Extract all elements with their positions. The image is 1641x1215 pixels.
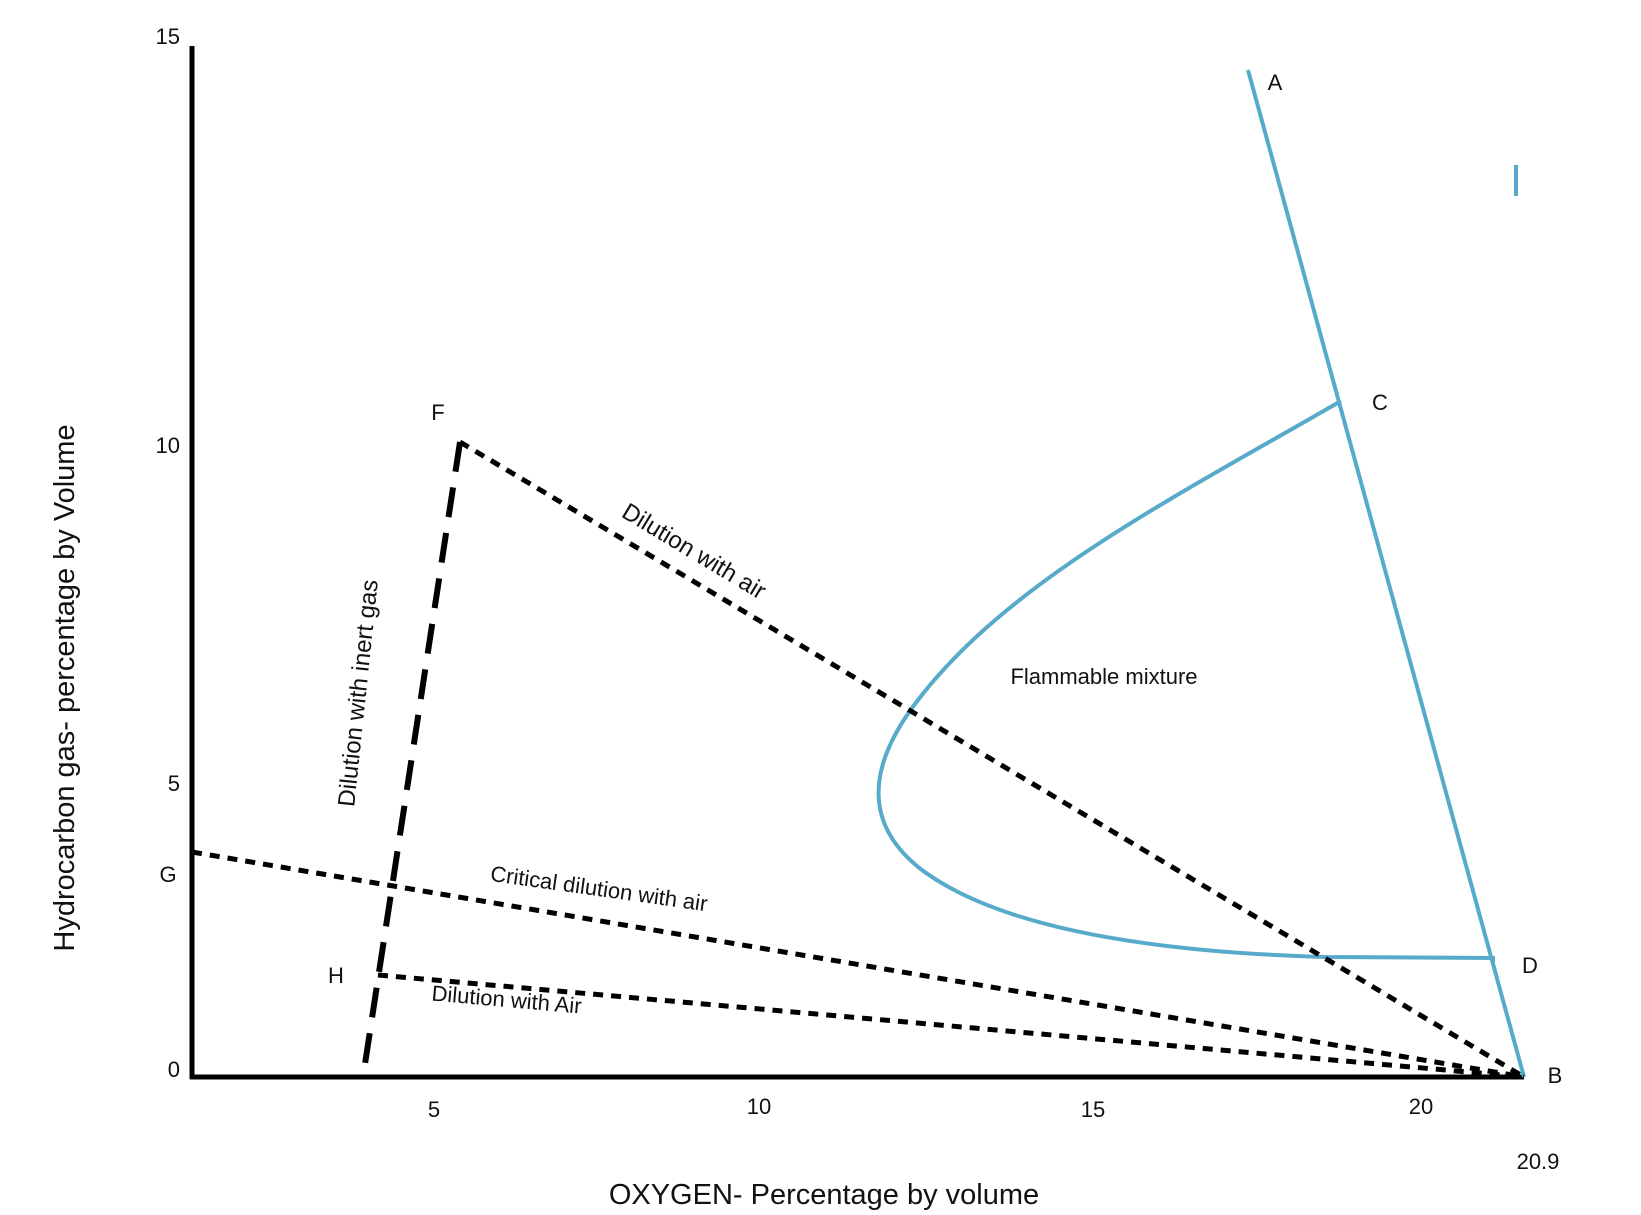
- point-label-h: H: [328, 963, 344, 988]
- point-label-d: D: [1522, 953, 1538, 978]
- flammable-mixture-label: Flammable mixture: [1010, 664, 1197, 689]
- y-axis-title: Hydrocarbon gas- percentage by Volume: [49, 424, 81, 951]
- point-label-f: F: [431, 400, 444, 425]
- line-inert-dilution: [360, 441, 463, 1078]
- point-label-g: G: [159, 862, 176, 887]
- y-tick-label: 0: [168, 1057, 180, 1082]
- x-axis-title: OXYGEN- Percentage by volume: [609, 1179, 1039, 1211]
- line-f-b: [458, 439, 1526, 1080]
- point-label-a: A: [1268, 70, 1283, 95]
- x-tick-label: 5: [428, 1097, 440, 1122]
- critical-dilution-label: Critical dilution with air: [489, 861, 709, 916]
- point-label-b: B: [1548, 1063, 1563, 1088]
- x-tick-label: 15: [1081, 1097, 1105, 1122]
- line-h-b: [377, 972, 1525, 1080]
- x-tick-label: 20: [1409, 1094, 1433, 1119]
- flammable-envelope: [876, 399, 1495, 962]
- dilution-with-inert-gas-label: Dilution with inert gas: [333, 578, 384, 808]
- x-tick-label-20-9: 20.9: [1517, 1149, 1560, 1174]
- x-tick-label: 10: [747, 1094, 771, 1119]
- line-a-b: [1246, 69, 1526, 1078]
- y-tick-label: 15: [156, 24, 180, 49]
- dilution-with-air-label: Dilution with air: [617, 498, 770, 605]
- line-g-b: [191, 849, 1525, 1080]
- y-tick-label: 5: [168, 771, 180, 796]
- dilution-with-air-lower-label: Dilution with Air: [431, 981, 583, 1019]
- y-tick-label: 10: [156, 433, 180, 458]
- point-label-c: C: [1372, 390, 1388, 415]
